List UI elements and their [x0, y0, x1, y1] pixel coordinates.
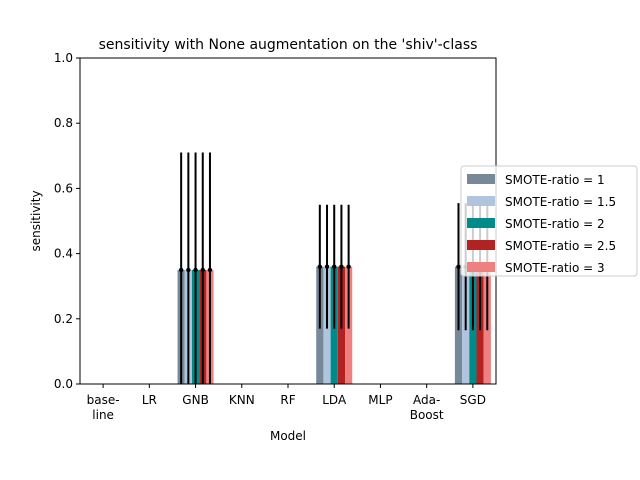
legend-swatch — [467, 218, 495, 228]
legend-label: SMOTE-ratio = 2.5 — [505, 239, 616, 253]
y-tick-label: 0.0 — [54, 377, 73, 391]
y-tick-label: 0.6 — [54, 181, 73, 195]
x-axis: base-line LR GNB KNN RF LDA MLP Ada-Boost SGD — [87, 384, 486, 422]
legend-swatch — [467, 262, 495, 272]
data-point — [324, 264, 330, 269]
y-tick-label: 0.8 — [54, 116, 73, 130]
data-point — [339, 264, 344, 269]
legend-label: SMOTE-ratio = 3 — [505, 261, 605, 275]
x-tick-label: SGD — [460, 393, 486, 407]
legend-swatch — [467, 174, 495, 184]
data-point — [346, 264, 351, 269]
x-tick-label: Ada-Boost — [410, 393, 444, 422]
data-point — [456, 264, 461, 269]
x-tick-label: base-line — [87, 393, 120, 422]
data-point — [178, 267, 184, 273]
legend-swatch — [467, 240, 495, 250]
x-axis-label: Model — [270, 429, 306, 443]
y-axis-label: sensitivity — [29, 190, 43, 251]
data-point — [200, 267, 205, 273]
x-tick-label: LDA — [322, 393, 347, 407]
x-tick-label: LR — [142, 393, 157, 407]
x-tick-label: RF — [280, 393, 295, 407]
chart-title: sensitivity with None augmentation on th… — [99, 37, 478, 53]
error-bars-group — [178, 152, 490, 384]
legend-swatch — [467, 196, 495, 206]
legend-frame — [460, 165, 638, 277]
x-tick-label: KNN — [229, 393, 255, 407]
data-point — [193, 267, 198, 273]
plot-frame — [79, 57, 497, 385]
data-point — [207, 267, 213, 273]
legend-label: SMOTE-ratio = 2 — [505, 217, 605, 231]
legend-label: SMOTE-ratio = 1.5 — [505, 195, 616, 209]
y-axis: 0.0 0.2 0.4 0.6 0.8 1.0 — [54, 51, 80, 391]
x-tick-label: GNB — [182, 393, 209, 407]
y-tick-label: 0.2 — [54, 312, 73, 326]
data-point — [317, 264, 323, 269]
y-tick-label: 1.0 — [54, 51, 73, 65]
y-tick-label: 0.4 — [54, 247, 73, 261]
legend: SMOTE-ratio = 1 SMOTE-ratio = 1.5 SMOTE-ra… — [460, 165, 638, 277]
legend-label: SMOTE-ratio = 1 — [505, 173, 605, 187]
data-point — [186, 267, 191, 273]
x-tick-label: MLP — [368, 393, 392, 407]
data-point — [332, 264, 337, 269]
